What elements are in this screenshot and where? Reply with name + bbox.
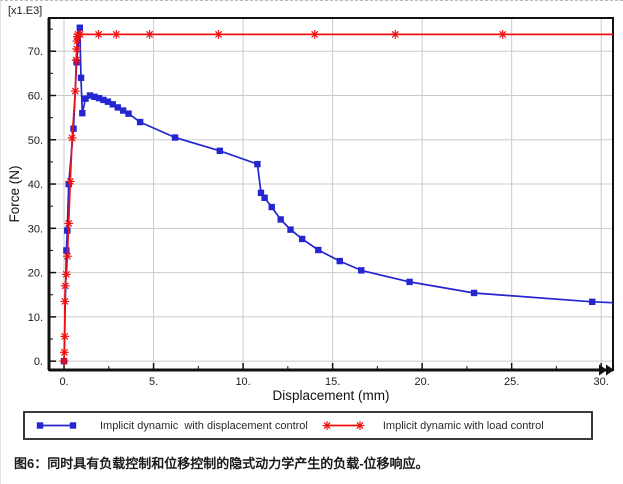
square-marker-icon: [86, 92, 94, 99]
asterisk-marker-icon: [72, 44, 81, 54]
y-tick-label: 30.: [28, 223, 43, 235]
square-marker-icon: [95, 94, 103, 102]
asterisk-marker-icon: [59, 356, 69, 366]
asterisk-marker-icon: [61, 269, 71, 279]
asterisk-marker-icon: [60, 281, 70, 291]
x-tick-label: 0.: [59, 376, 68, 388]
x-axis-arrow-icon: [606, 364, 614, 376]
y-tick-label: 20.: [28, 268, 43, 280]
asterisk-marker-icon: [59, 347, 69, 357]
y-tick-label: 10.: [28, 312, 43, 324]
square-marker-icon: [277, 216, 284, 223]
y-tick-label: 40.: [28, 179, 43, 191]
x-axis-title: Displacement (mm): [272, 388, 390, 403]
square-marker-icon: [125, 110, 132, 117]
asterisk-marker-icon: [390, 29, 400, 39]
asterisk-marker-icon: [94, 29, 103, 39]
square-marker-icon: [406, 278, 413, 286]
square-marker-icon: [315, 246, 322, 254]
square-marker-icon: [287, 226, 294, 233]
y-tick-label: 50.: [28, 135, 43, 147]
y-axis-title: Force (N): [7, 165, 22, 223]
square-marker-icon: [470, 289, 478, 297]
asterisk-marker-icon: [111, 29, 121, 39]
series-line-0: [63, 26, 614, 362]
square-marker-icon: [119, 107, 127, 114]
asterisk-marker-icon: [67, 133, 77, 143]
asterisk-marker-icon: [65, 176, 75, 186]
asterisk-marker-icon: [214, 29, 223, 39]
legend-marker-load-control: [322, 421, 365, 430]
y-tick-label: 60.: [28, 90, 43, 102]
square-marker-icon: [114, 104, 121, 111]
square-marker-icon: [36, 422, 44, 429]
x-tick-label: 30.: [594, 376, 609, 388]
square-marker-icon: [100, 96, 107, 104]
asterisk-marker-icon: [70, 86, 80, 96]
asterisk-marker-icon: [145, 29, 155, 39]
square-marker-icon: [358, 267, 365, 274]
legend-label-load-control: Implicit dynamic with load control: [382, 419, 544, 432]
y-tick-label: 70.: [28, 46, 43, 58]
x-tick-label: 5.: [149, 376, 158, 388]
y-scale-note: [x1.E3]: [8, 5, 43, 17]
figure-caption: 图6：同时具有负载控制和位移控制的隐式动力学产生的负载-位移响应。: [14, 456, 429, 471]
asterisk-marker-icon: [63, 251, 72, 261]
x-tick-label: 10.: [235, 376, 250, 388]
asterisk-marker-icon: [310, 29, 320, 39]
x-tick-label: 15.: [325, 376, 340, 388]
chart-legend: Implicit dynamic with displacement contr…: [23, 411, 593, 440]
x-axis-arrow-icon: [599, 364, 607, 376]
asterisk-marker-icon: [64, 219, 74, 228]
square-marker-icon: [589, 298, 596, 306]
x-tick-label: 25.: [504, 376, 519, 388]
asterisk-marker-icon: [75, 29, 85, 39]
square-marker-icon: [257, 189, 265, 197]
square-marker-icon: [65, 180, 72, 188]
square-marker-icon: [254, 160, 261, 168]
square-marker-icon: [268, 203, 275, 211]
legend-label-displacement-control: Implicit dynamic with displacement contr…: [100, 419, 308, 432]
asterisk-marker-icon: [60, 296, 70, 306]
series-line-1: [63, 33, 613, 362]
square-marker-icon: [77, 74, 85, 81]
asterisk-marker-icon: [60, 331, 70, 341]
square-marker-icon: [136, 118, 144, 126]
square-marker-icon: [82, 95, 89, 102]
asterisk-marker-icon: [498, 29, 508, 39]
square-marker-icon: [69, 422, 77, 429]
square-marker-icon: [298, 235, 306, 243]
asterisk-marker-icon: [355, 421, 365, 430]
square-marker-icon: [76, 24, 83, 31]
square-marker-icon: [104, 98, 112, 105]
square-marker-icon: [63, 247, 70, 254]
square-marker-icon: [109, 101, 116, 108]
square-marker-icon: [336, 257, 343, 265]
square-marker-icon: [64, 227, 71, 234]
square-marker-icon: [91, 93, 98, 101]
square-marker-icon: [171, 134, 179, 141]
y-tick-label: 0.: [34, 356, 43, 368]
x-tick-label: 20.: [414, 376, 429, 388]
legend-marker-displacement-control: [36, 422, 77, 429]
asterisk-marker-icon: [322, 421, 332, 430]
asterisk-marker-icon: [71, 55, 81, 65]
square-marker-icon: [79, 109, 86, 117]
square-marker-icon: [216, 147, 224, 155]
chart-plot: 0. 5. 10. 15. 20. 25. 30. 0. 10. 20. 30. 40. 50. 60. 7…: [28, 17, 614, 388]
square-marker-icon: [261, 194, 268, 201]
